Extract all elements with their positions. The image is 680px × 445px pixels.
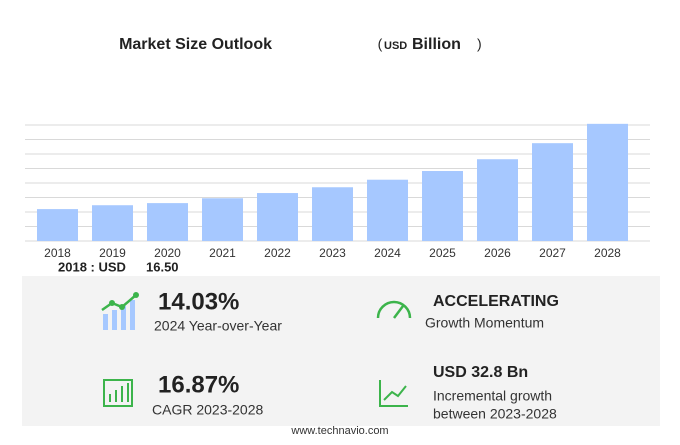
bar: [202, 198, 243, 241]
x-tick-label: 2025: [429, 246, 456, 260]
bar: [312, 187, 353, 241]
bar: [147, 203, 188, 241]
unit-prefix: USD: [384, 40, 407, 52]
bar: [37, 209, 78, 241]
icon-cagr: [103, 379, 133, 407]
unit-open: (: [378, 36, 383, 52]
stats-panel: [22, 276, 660, 426]
stat-label: 2024 Year-over-Year: [154, 318, 282, 334]
x-tick-label: 2027: [539, 246, 566, 260]
unit: Billion: [412, 36, 461, 53]
stat-value: USD 32.8 Bn: [433, 364, 528, 381]
bar: [422, 171, 463, 241]
chart-title: Market Size Outlook: [119, 36, 272, 53]
stat-label: Growth Momentum: [425, 315, 544, 331]
bar: [257, 193, 298, 241]
icon-growth: [379, 380, 408, 407]
base-label: 2018 : USD: [58, 259, 126, 274]
x-tick-label: 2021: [209, 246, 236, 260]
x-tick-label: 2024: [374, 246, 401, 260]
stat-label: Incremental growth: [433, 388, 552, 404]
x-tick-label: 2020: [154, 246, 181, 260]
x-tick-label: 2022: [264, 246, 291, 260]
bar: [532, 143, 573, 241]
base-value: 16.50: [146, 259, 179, 274]
stat-value: ACCELERATING: [433, 293, 559, 310]
x-tick-label: 2018: [44, 246, 71, 260]
stat-label: CAGR 2023-2028: [152, 402, 264, 418]
x-tick-label: 2026: [484, 246, 511, 260]
stat-value: 16.87%: [158, 371, 239, 398]
x-tick-label: 2028: [594, 246, 621, 260]
icon-gauge: [376, 300, 412, 319]
unit-close: ): [477, 36, 482, 52]
bar: [477, 159, 518, 241]
x-tick-label: 2019: [99, 246, 126, 260]
stat-value: 14.03%: [158, 288, 239, 315]
bar: [587, 123, 628, 241]
footer: www.technavio.com: [290, 425, 388, 437]
icon-yoy: [101, 292, 139, 330]
stat-label: between 2023-2028: [433, 406, 557, 422]
x-tick-label: 2023: [319, 246, 346, 260]
bar: [92, 205, 133, 241]
bar: [367, 179, 408, 241]
